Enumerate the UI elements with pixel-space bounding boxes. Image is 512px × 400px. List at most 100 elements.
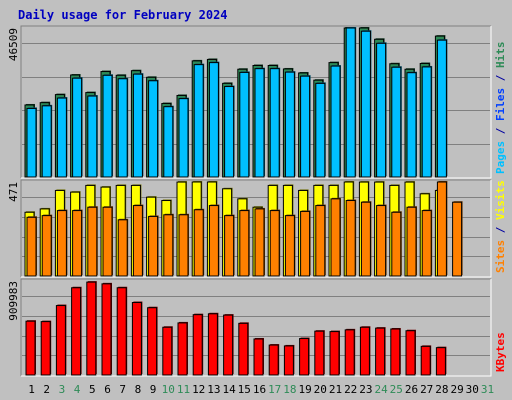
bar-kbytes-day-15	[238, 322, 249, 376]
bar-sites-day-21	[330, 198, 341, 277]
bar-sites-day-4	[72, 210, 83, 277]
bar-files-day-7	[117, 78, 128, 178]
bar-files-day-28	[436, 39, 447, 178]
day-label: 14	[222, 383, 236, 396]
series-label-part-2: Visits	[494, 180, 507, 220]
day-label: 31	[481, 383, 494, 396]
bar-sites-day-22	[345, 200, 356, 277]
bar-kbytes-day-4	[71, 287, 82, 376]
series-label-part-2: Files	[494, 88, 507, 121]
bar-sites-day-1	[26, 216, 37, 277]
series-label: Sites / Visits	[494, 180, 507, 273]
bar-sites-day-11	[178, 214, 189, 277]
bar-files-day-18	[284, 71, 295, 178]
bar-kbytes-day-9	[147, 307, 158, 376]
bar-files-day-4	[72, 77, 83, 178]
bar-kbytes-day-22	[344, 329, 355, 376]
series-label-part-3: /	[494, 68, 507, 88]
bar-files-day-26	[406, 72, 417, 178]
bar-files-day-8	[132, 73, 143, 178]
series-label-part-0: Pages	[494, 141, 507, 174]
bar-files-day-3	[56, 97, 67, 178]
bar-files-day-15	[239, 71, 250, 178]
bar-kbytes-day-27	[420, 345, 431, 376]
day-label: 30	[466, 383, 479, 396]
bar-sites-day-17	[269, 210, 280, 277]
bar-sites-day-24	[376, 205, 387, 277]
bar-kbytes-day-6	[101, 283, 112, 376]
bar-kbytes-day-14	[223, 314, 234, 376]
day-label: 24	[374, 383, 388, 396]
bar-sites-day-27	[421, 210, 432, 277]
bar-files-day-10	[163, 106, 174, 178]
bar-files-day-20	[315, 82, 326, 178]
bar-sites-day-2	[41, 215, 52, 277]
bar-kbytes-day-13	[207, 313, 218, 376]
bar-kbytes-day-19	[299, 338, 310, 376]
day-label: 12	[192, 383, 205, 396]
series-label-part-4: Hits	[494, 42, 507, 69]
day-label: 16	[253, 383, 266, 396]
bar-files-day-16	[254, 68, 265, 178]
plot-border-light	[21, 180, 492, 278]
bar-kbytes-day-12	[192, 314, 203, 376]
bar-files-day-9	[148, 80, 159, 178]
series-label: KBytes	[494, 332, 507, 372]
max-value-label: 471	[7, 182, 20, 202]
bar-kbytes-day-25	[390, 328, 401, 376]
bar-sites-day-5	[87, 206, 98, 277]
bar-sites-day-23	[360, 201, 371, 277]
bar-sites-day-20	[315, 205, 326, 277]
bar-sites-day-16	[254, 208, 265, 277]
series-label-part-0: KBytes	[494, 332, 507, 372]
bar-sites-day-28	[436, 181, 447, 277]
day-label: 4	[74, 383, 81, 396]
plot-border-light	[21, 26, 492, 179]
series-label-part-0: Sites	[494, 240, 507, 273]
max-value-label: 909983	[7, 281, 20, 321]
bar-sites-day-7	[117, 219, 128, 277]
chart-title: Daily usage for February 2024	[18, 8, 228, 22]
bar-files-day-11	[178, 98, 189, 178]
series-label-part-1: /	[494, 121, 507, 141]
plot-border-dark	[20, 179, 491, 277]
bar-sites-day-26	[406, 206, 417, 277]
bar-kbytes-day-5	[86, 281, 97, 376]
day-label: 21	[329, 383, 342, 396]
bar-files-day-23	[360, 30, 371, 178]
bar-sites-day-10	[163, 214, 174, 277]
bar-kbytes-day-18	[283, 345, 294, 376]
day-label: 19	[298, 383, 311, 396]
day-label: 2	[43, 383, 50, 396]
bar-files-day-25	[391, 66, 402, 178]
bar-sites-day-12	[193, 209, 204, 277]
panel-hits: 46509 Pages / Files / Hits	[7, 25, 507, 179]
day-label: 8	[135, 383, 142, 396]
bar-files-day-12	[193, 64, 204, 178]
bar-sites-day-19	[300, 210, 311, 277]
plot-border-dark	[20, 25, 491, 178]
bar-kbytes-day-28	[435, 347, 446, 376]
bar-sites-day-14	[224, 215, 235, 277]
day-label: 10	[162, 383, 175, 396]
bar-sites-day-9	[148, 215, 159, 277]
bar-kbytes-day-7	[116, 287, 127, 376]
day-label: 9	[150, 383, 157, 396]
bar-sites-day-13	[208, 205, 219, 277]
bar-sites-day-15	[239, 210, 250, 277]
day-label: 17	[268, 383, 281, 396]
bar-files-day-1	[26, 107, 37, 178]
day-label: 25	[390, 383, 403, 396]
bar-kbytes-day-1	[25, 320, 36, 376]
day-label: 11	[177, 383, 190, 396]
bar-kbytes-day-8	[131, 302, 142, 376]
day-label: 7	[119, 383, 126, 396]
bar-kbytes-day-3	[55, 305, 66, 376]
bar-sites-day-25	[391, 211, 402, 277]
plot-border-dark	[20, 278, 491, 376]
series-label: Pages / Files / Hits	[494, 42, 507, 175]
bar-kbytes-day-17	[268, 344, 279, 376]
bar-kbytes-day-2	[40, 321, 51, 376]
day-label: 1	[28, 383, 35, 396]
bar-kbytes-day-26	[405, 330, 416, 376]
